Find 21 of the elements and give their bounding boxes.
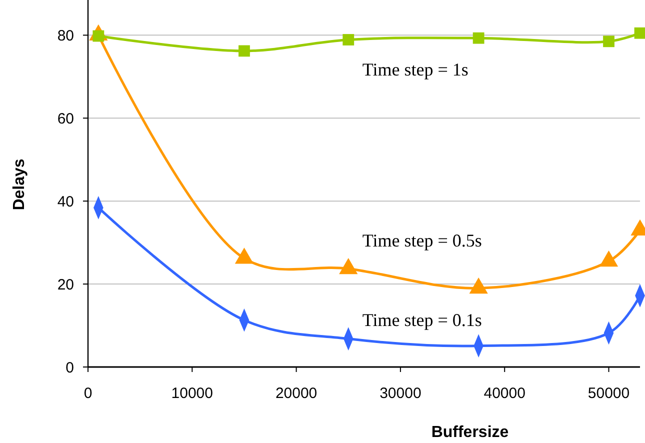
- series-label: Time step = 0.5s: [362, 230, 482, 251]
- x-tick-label: 30000: [380, 385, 422, 402]
- x-tick-label: 10000: [171, 385, 214, 402]
- y-axis-title: Delays: [11, 158, 28, 210]
- x-tick-label: 0: [84, 385, 92, 402]
- series-label: Time step = 1s: [362, 60, 468, 80]
- y-tick-label: 60: [57, 110, 74, 128]
- point: [238, 45, 250, 57]
- point: [472, 32, 484, 44]
- y-tick-label: 80: [57, 27, 74, 44]
- point: [342, 34, 354, 46]
- point: [634, 27, 645, 39]
- point: [603, 36, 614, 48]
- x-tick-label: 40000: [484, 385, 526, 402]
- series-label: Time step = 0.1s: [362, 310, 482, 330]
- y-tick-label: 0: [66, 359, 74, 376]
- x-tick-label: 20000: [275, 385, 318, 402]
- x-axis-title: Buffersize: [431, 424, 509, 441]
- y-tick-label: 20: [57, 276, 74, 294]
- y-tick-label: 40: [57, 193, 74, 210]
- x-tick-label: 50000: [588, 385, 630, 402]
